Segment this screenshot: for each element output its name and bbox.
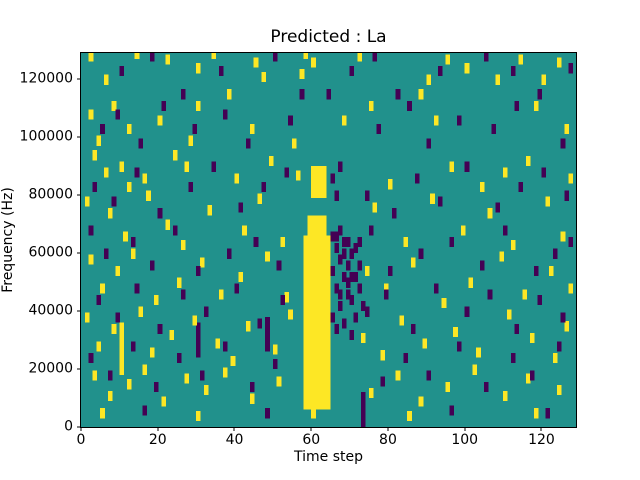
- heatmap-image: [81, 53, 576, 427]
- y-tick-mark: [77, 136, 81, 138]
- y-tick-mark: [77, 194, 81, 196]
- y-tick-label: 100000: [19, 128, 73, 145]
- y-tick-label: 0: [64, 418, 73, 435]
- x-tick-label: 20: [148, 432, 167, 448]
- y-tick-label: 40000: [28, 302, 73, 319]
- y-tick-mark: [77, 252, 81, 254]
- y-axis-label: Frequency (Hz): [0, 187, 16, 293]
- x-tick-mark: [80, 427, 82, 431]
- y-tick-mark: [77, 310, 81, 312]
- x-tick-label: 0: [76, 432, 86, 448]
- plot-area: 0 20 40 60 80 100 120 0 20000 40000 60000 80000 1000…: [20, 52, 577, 448]
- x-tick-mark: [540, 427, 542, 431]
- y-tick-label: 80000: [28, 186, 73, 203]
- x-tick-mark: [464, 427, 466, 431]
- x-tick-mark: [233, 427, 235, 431]
- x-tick-label: 100: [451, 432, 479, 448]
- x-tick-mark: [157, 427, 159, 431]
- x-tick-label: 60: [302, 432, 321, 448]
- x-tick-mark: [310, 427, 312, 431]
- x-axis-label: Time step: [294, 449, 363, 465]
- chart-title: Predicted : La: [270, 27, 387, 47]
- x-tick-label: 80: [379, 432, 397, 448]
- y-tick-label: 20000: [28, 360, 73, 377]
- y-tick-label: 120000: [19, 70, 73, 87]
- y-tick-mark: [77, 368, 81, 370]
- y-tick-mark: [77, 78, 81, 80]
- x-tick-label: 40: [225, 432, 244, 448]
- y-tick-label: 60000: [28, 244, 73, 261]
- x-tick-mark: [387, 427, 389, 431]
- y-tick-mark: [77, 426, 81, 428]
- x-tick-label: 120: [528, 432, 555, 448]
